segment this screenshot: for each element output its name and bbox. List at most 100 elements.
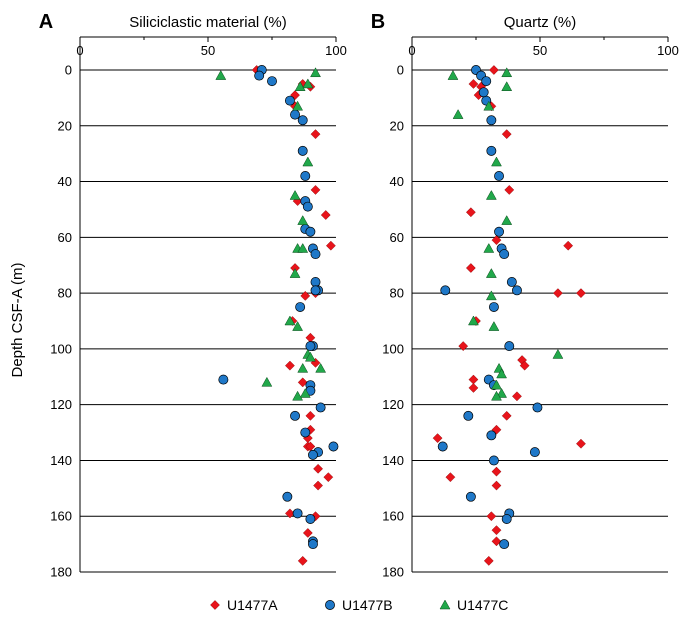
y-tick-label: 160 — [382, 509, 404, 524]
data-point-u1477a — [504, 185, 515, 195]
data-point-u1477c — [261, 376, 273, 387]
y-tick-label: 80 — [58, 286, 72, 301]
x-tick-label: 50 — [201, 43, 215, 58]
data-point-u1477c — [294, 81, 306, 91]
legend-marker-u1477c — [439, 599, 451, 610]
data-point-u1477b — [437, 441, 448, 452]
series-u1477a — [432, 65, 586, 566]
data-point-u1477b — [499, 539, 510, 550]
data-point-u1477a — [465, 207, 476, 218]
data-point-u1477a — [576, 438, 586, 449]
data-point-u1477c — [310, 67, 321, 78]
data-point-u1477c — [289, 189, 301, 200]
data-point-u1477a — [468, 383, 479, 393]
data-point-u1477b — [478, 87, 489, 98]
x-tick-label: 50 — [533, 43, 547, 58]
data-point-u1477a — [483, 555, 494, 566]
data-point-u1477b — [494, 171, 504, 181]
data-point-u1477a — [491, 525, 502, 536]
data-point-u1477c — [215, 70, 227, 80]
data-point-u1477a — [501, 129, 512, 140]
series-u1477b — [218, 65, 339, 550]
data-point-u1477a — [468, 374, 479, 385]
data-point-u1477b — [486, 145, 497, 156]
y-tick-label: 80 — [390, 286, 404, 301]
data-point-u1477c — [297, 362, 309, 373]
data-point-u1477a — [305, 332, 316, 343]
panel-title: Siliciclastic material (%) — [129, 14, 287, 31]
data-point-u1477c — [501, 215, 513, 225]
legend-label: U1477A — [227, 597, 278, 613]
data-point-u1477b — [284, 95, 295, 106]
data-point-u1477b — [494, 226, 504, 237]
data-point-u1477c — [284, 315, 296, 326]
legend-label: U1477C — [457, 597, 508, 613]
series-u1477c — [215, 67, 327, 401]
data-point-u1477c — [491, 379, 502, 390]
data-point-u1477c — [292, 100, 304, 111]
panel-label: B — [371, 11, 385, 33]
data-point-u1477c — [491, 390, 502, 401]
y-axis-label: Depth CSF-A (m) — [9, 262, 26, 377]
data-point-u1477b — [506, 277, 517, 287]
data-point-u1477a — [310, 129, 321, 140]
legend-marker-u1477a — [210, 600, 220, 610]
y-tick-label: 100 — [382, 341, 404, 356]
data-point-u1477b — [292, 508, 303, 519]
data-point-u1477c — [447, 70, 459, 80]
y-tick-label: 120 — [50, 397, 72, 412]
data-point-u1477b — [504, 341, 515, 352]
data-point-u1477a — [290, 90, 300, 100]
data-point-u1477c — [289, 268, 301, 278]
data-point-u1477a — [300, 291, 311, 301]
data-point-u1477c — [483, 100, 495, 111]
data-point-u1477b — [488, 302, 499, 313]
data-point-u1477a — [323, 472, 334, 483]
data-point-u1477c — [485, 268, 497, 278]
series-u1477c — [447, 67, 564, 401]
data-point-u1477a — [501, 410, 512, 421]
data-point-u1477b — [308, 449, 318, 460]
y-tick-label: 40 — [390, 174, 404, 189]
data-point-u1477b — [532, 402, 543, 413]
data-point-u1477b — [488, 455, 499, 466]
data-point-u1477a — [465, 263, 476, 273]
data-point-u1477a — [285, 360, 295, 371]
data-point-u1477a — [320, 210, 331, 220]
data-point-u1477c — [496, 368, 508, 379]
y-tick-label: 0 — [65, 63, 72, 78]
data-point-u1477a — [468, 79, 479, 89]
data-point-u1477b — [282, 491, 293, 502]
data-point-u1477b — [499, 249, 510, 260]
data-point-u1477c — [297, 215, 309, 225]
data-point-u1477c — [292, 390, 304, 401]
data-point-u1477b — [302, 201, 313, 212]
y-tick-label: 160 — [50, 509, 72, 524]
data-point-u1477b — [310, 277, 321, 287]
series-u1477a — [251, 65, 336, 566]
data-point-u1477a — [489, 65, 499, 75]
data-point-u1477a — [297, 555, 308, 566]
data-point-u1477b — [290, 410, 300, 421]
series-u1477b — [437, 65, 543, 550]
data-point-u1477a — [553, 288, 563, 298]
data-point-u1477b — [297, 145, 308, 156]
data-point-u1477c — [468, 315, 479, 326]
data-point-u1477b — [218, 374, 229, 385]
panel-title: Quartz (%) — [504, 14, 577, 31]
y-tick-label: 140 — [382, 453, 404, 468]
data-point-u1477a — [458, 341, 469, 351]
data-point-u1477a — [432, 433, 443, 444]
x-tick-label: 100 — [657, 43, 679, 58]
data-point-u1477a — [491, 480, 502, 491]
data-point-u1477b — [328, 441, 339, 452]
data-point-u1477a — [313, 463, 323, 474]
data-point-u1477a — [325, 240, 336, 251]
data-point-u1477c — [485, 290, 497, 301]
data-point-u1477a — [310, 185, 321, 195]
data-point-u1477c — [302, 156, 314, 167]
data-point-u1477b — [486, 430, 497, 441]
legend-marker-u1477b — [325, 600, 335, 610]
